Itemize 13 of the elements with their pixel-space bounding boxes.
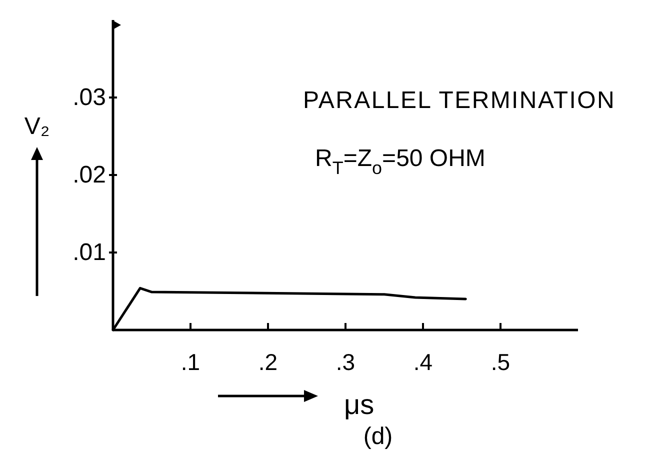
x-tick-label: .5 <box>490 349 510 375</box>
text: (d) <box>363 423 393 450</box>
x-axis-title: μs <box>344 389 374 420</box>
y-tick-label: .02 <box>72 162 106 188</box>
y-axis-title: V₂ <box>24 113 50 140</box>
text: R$_{T}$=Z$_{o}$=50 OHM <box>315 145 486 178</box>
x-tick-label: .4 <box>413 349 433 375</box>
y-tick-label: .01 <box>72 239 106 266</box>
y-tick-label: .03 <box>72 84 106 111</box>
x-tick-label: .2 <box>258 349 278 375</box>
x-tick-label: .3 <box>336 349 356 375</box>
text: PARALLEL TERMINATION <box>303 87 616 114</box>
x-tick-label: .1 <box>180 349 200 375</box>
